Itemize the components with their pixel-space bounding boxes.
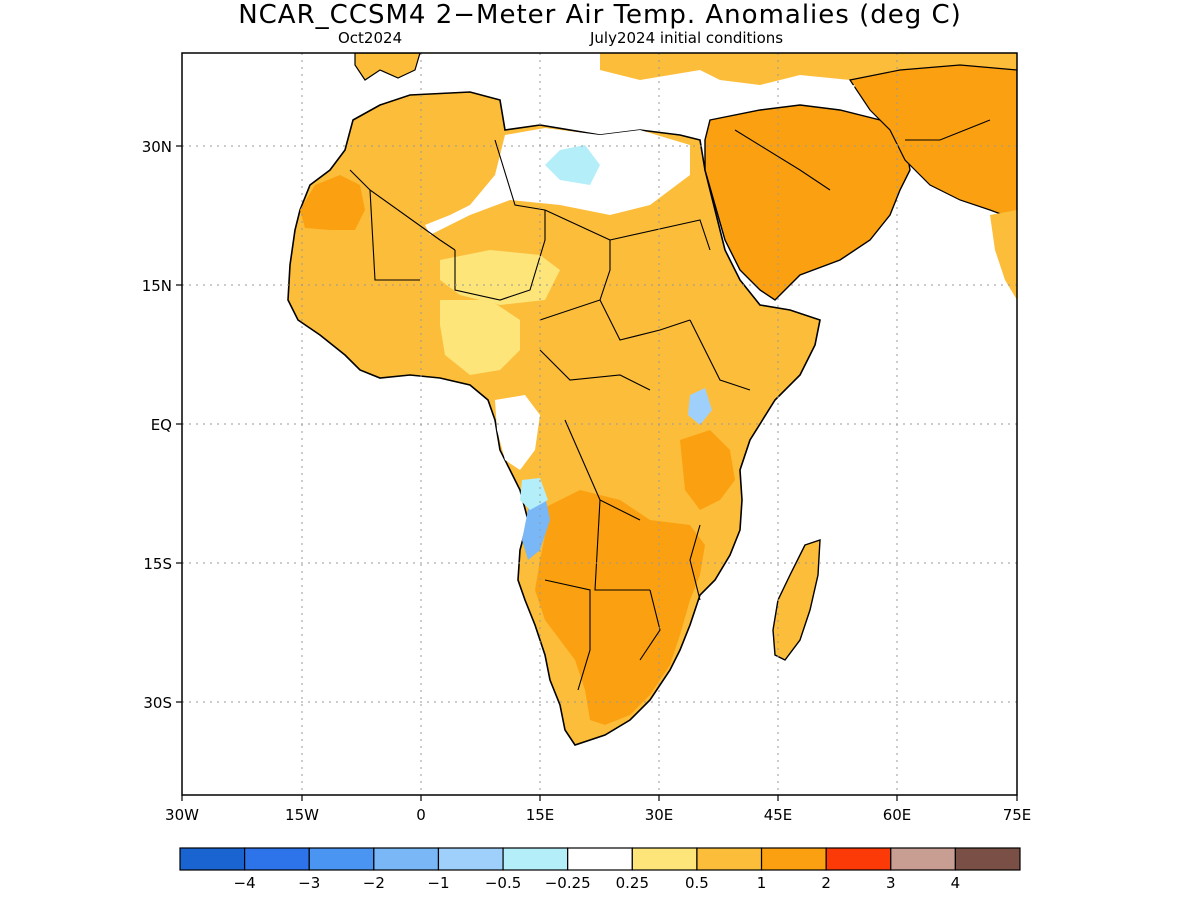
- country-borders: [349, 119, 991, 691]
- colorbar-label: −0.25: [545, 874, 591, 892]
- colorbar-label: −1: [427, 874, 449, 892]
- sahara-west-hot: [300, 175, 365, 230]
- graticule: [182, 53, 1017, 795]
- colorbar-label: −2: [363, 874, 385, 892]
- colorbar-label: −4: [234, 874, 256, 892]
- angola-coast-cool: [522, 495, 550, 560]
- colorbar-swatch: [954, 847, 1021, 871]
- colorbar-swatch: [696, 847, 763, 871]
- colorbar-label: 2: [821, 874, 831, 892]
- lon-label-15e: 15E: [526, 806, 555, 824]
- colorbar-swatch: [760, 847, 827, 871]
- axis-ticks: [176, 145, 1018, 801]
- gulf-guinea-light: [440, 300, 520, 375]
- colorbar-swatch: [308, 847, 375, 871]
- sahara-neutral: [425, 128, 690, 235]
- sahel-light: [440, 250, 560, 305]
- initial-conditions: July2024 initial conditions: [590, 29, 784, 47]
- anomaly-field: [287, 53, 1017, 746]
- congo-neutral: [495, 395, 540, 470]
- latitude-labels: 30N 15N EQ 15S 30S: [142, 138, 172, 712]
- east-africa-hot: [680, 430, 735, 510]
- iran-region: [849, 64, 1017, 221]
- map-title: NCAR_CCSM4 2−Meter Air Temp. Anomalies (…: [238, 0, 962, 30]
- arabia-landmass: [704, 104, 911, 301]
- arabia-neutral-strip: [820, 85, 855, 100]
- colorbar-swatch: [825, 847, 892, 871]
- india-region: [990, 210, 1017, 300]
- lon-label-30e: 30E: [645, 806, 674, 824]
- central-africa-warm: [570, 385, 665, 480]
- colorbar-label: 3: [886, 874, 896, 892]
- colorbar-label: −3: [298, 874, 320, 892]
- southern-africa-hot: [535, 490, 705, 725]
- lat-label-15s: 15S: [143, 555, 172, 573]
- lon-label-60e: 60E: [883, 806, 912, 824]
- colorbar-label: 4: [951, 874, 961, 892]
- colorbar-swatch: [373, 847, 440, 871]
- angola-coast-pale: [520, 478, 548, 510]
- colorbar-swatch: [631, 847, 698, 871]
- colorbar-swatch: [567, 847, 633, 871]
- colorbar-swatch: [437, 847, 504, 871]
- colorbar-swatch: [179, 847, 246, 871]
- lon-label-0: 0: [416, 806, 426, 824]
- colorbar-label: 1: [757, 874, 767, 892]
- colorbar-label: 0.5: [685, 874, 709, 892]
- madagascar: [772, 539, 821, 661]
- lon-label-45e: 45E: [764, 806, 793, 824]
- sahara-cool: [545, 145, 600, 185]
- lake-victoria-cool: [688, 388, 712, 425]
- lat-label-30n: 30N: [142, 138, 172, 156]
- lat-label-15n: 15N: [142, 277, 172, 295]
- lat-label-30s: 30S: [143, 694, 172, 712]
- colorbar-swatch: [890, 847, 956, 871]
- lon-label-15w: 15W: [285, 806, 319, 824]
- colorbar: −4 −3 −2 −1 −0.5 −0.25 0.25 0.5 1 2 3 4: [179, 847, 1021, 892]
- europe-region: [354, 53, 421, 81]
- longitude-labels: 30W 15W 0 15E 30E 45E 60E 75E: [165, 806, 1031, 824]
- colorbar-swatch: [244, 847, 310, 871]
- colorbar-label: 0.25: [616, 874, 649, 892]
- lon-label-75e: 75E: [1003, 806, 1032, 824]
- colorbar-swatch: [502, 847, 569, 871]
- forecast-month: Oct2024: [338, 29, 403, 47]
- colorbar-label: −0.5: [485, 874, 521, 892]
- lon-label-30w: 30W: [165, 806, 199, 824]
- lat-label-eq: EQ: [151, 416, 172, 434]
